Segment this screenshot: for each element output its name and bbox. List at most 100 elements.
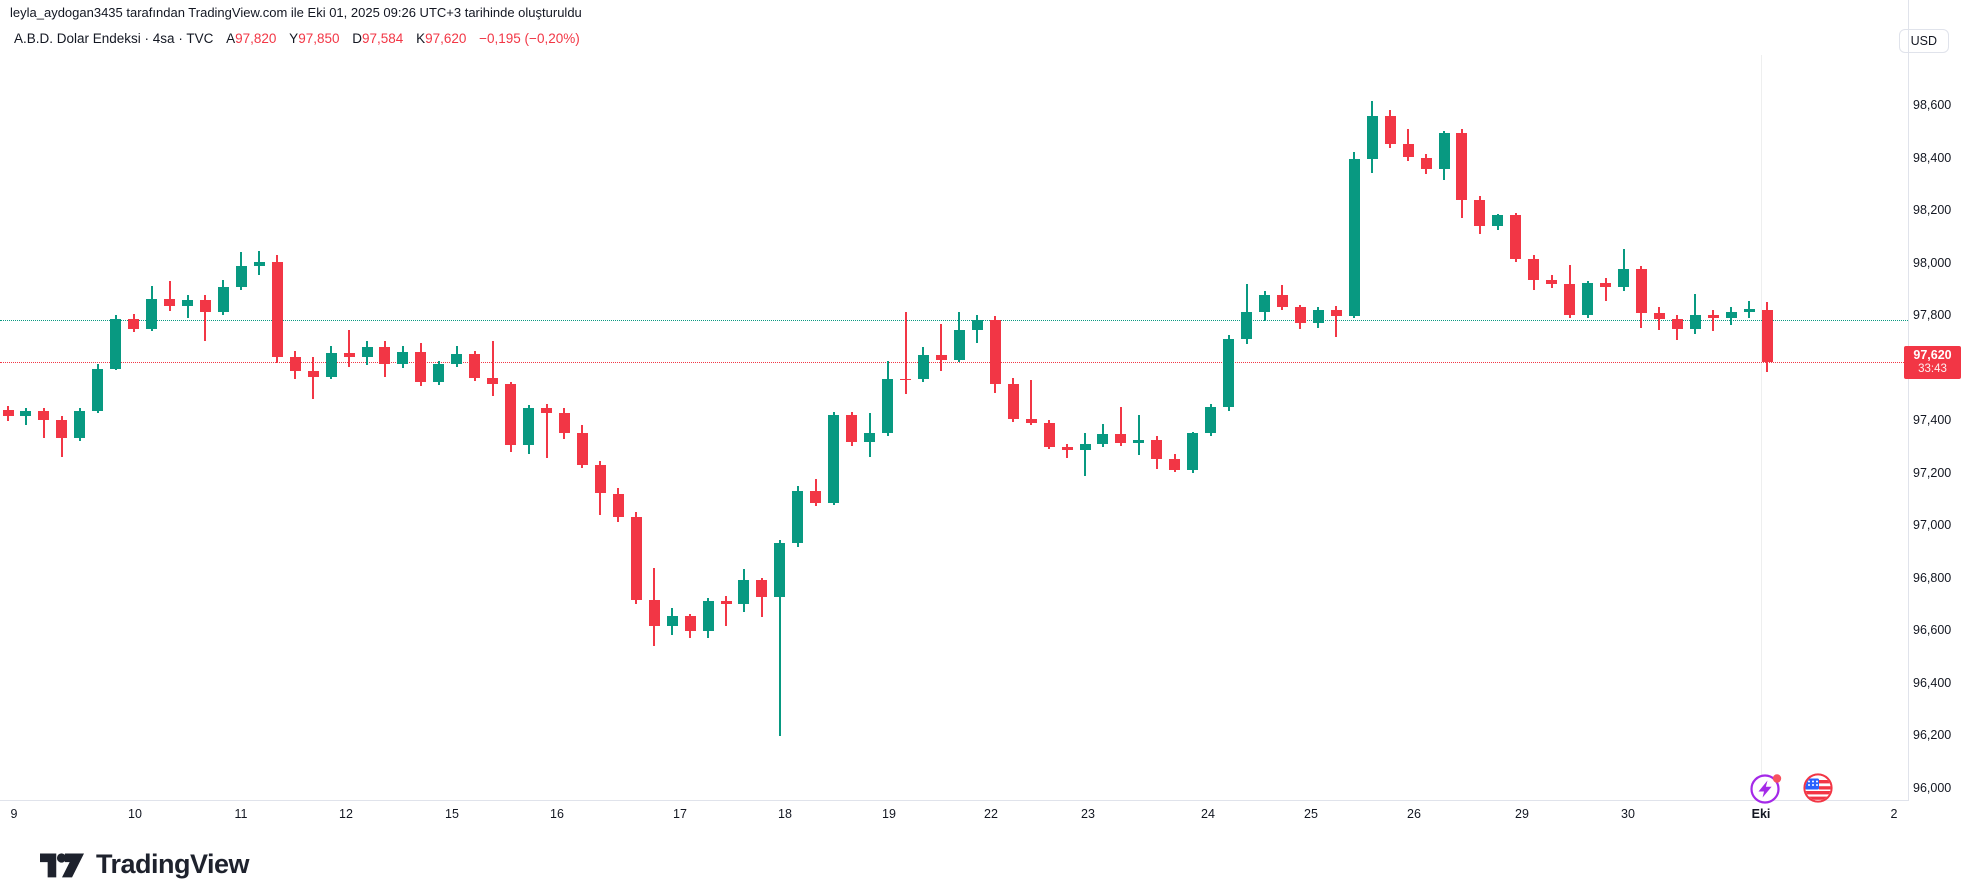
price-tick-label: 98,600	[1913, 98, 1952, 112]
ohlc-close-value: 97,620	[425, 31, 467, 46]
candle-body	[1115, 433, 1127, 444]
candle-body	[594, 465, 606, 494]
candle-body	[2, 409, 14, 417]
candle-body	[792, 490, 804, 544]
month-boundary-gridline	[1761, 55, 1762, 800]
candle-body	[1743, 308, 1755, 312]
tradingview-logo[interactable]: TradingView	[40, 845, 250, 883]
candle-body	[379, 346, 391, 364]
current-price-line	[0, 362, 1908, 364]
candle-wick	[1030, 379, 1033, 425]
candle-body	[325, 353, 337, 378]
candle-body	[900, 378, 911, 381]
candle-body	[523, 408, 535, 445]
candle-body	[20, 410, 32, 417]
candle-wick	[1119, 406, 1122, 446]
candle-body	[738, 580, 750, 604]
flash-idea-icon[interactable]	[1748, 770, 1784, 806]
candle-wick	[1137, 414, 1140, 455]
candle-body	[828, 414, 840, 503]
price-tick-label: 97,200	[1913, 465, 1952, 480]
price-tick-label: 98,400	[1913, 150, 1952, 165]
ohlc-high-label: Y	[289, 31, 299, 46]
candle-body	[433, 364, 445, 382]
candle-body	[1420, 157, 1432, 170]
candle-body	[128, 318, 140, 329]
price-tick-label: 96,000	[1913, 780, 1952, 795]
price-tick-label: 97,000	[1913, 518, 1952, 532]
candle-body	[164, 299, 176, 306]
candle-body	[451, 354, 463, 365]
candle-body	[1653, 312, 1665, 320]
candle-body	[343, 353, 355, 357]
candle-body	[1241, 312, 1253, 339]
candle-body	[1456, 132, 1468, 200]
attribution-text: leyla_aydogan3435 tarafından TradingView…	[10, 5, 582, 20]
candle-body	[253, 261, 265, 266]
candle-body	[1528, 259, 1540, 280]
candle-wick	[1066, 443, 1069, 459]
candle-body	[720, 601, 732, 604]
candle-body	[1510, 215, 1522, 260]
candle-wick	[42, 408, 45, 439]
candle-body	[935, 355, 947, 360]
candle-body	[1169, 458, 1181, 470]
tradingview-logo-text: TradingView	[96, 848, 250, 879]
candle-body	[505, 383, 517, 445]
time-tick-label: 18	[778, 807, 792, 821]
candle-body	[1259, 295, 1270, 313]
candle-body	[882, 378, 894, 434]
candle-body	[541, 408, 552, 413]
time-tick-label: 9	[10, 807, 18, 821]
candle-wick	[204, 294, 207, 342]
time-axis[interactable]: 9 10 11 12 15 16 17 18 19 22 23 24 25 26 29 30 Eki 2	[0, 801, 1908, 831]
candle-wick	[24, 408, 27, 426]
candle-body	[774, 543, 786, 598]
candle-body	[864, 433, 876, 443]
candle-wick	[1084, 432, 1086, 476]
candle-body	[1061, 447, 1073, 450]
candle-body	[38, 410, 50, 420]
candle-body	[953, 330, 965, 360]
candle-body	[1276, 295, 1288, 308]
time-tick-month-label: Eki	[1751, 807, 1771, 821]
ohlc-open-value: 97,820	[235, 31, 277, 46]
chart-plot-area[interactable]	[0, 0, 1909, 801]
ohlc-close-label: K	[416, 31, 426, 46]
candle-body	[1366, 115, 1378, 159]
candle-body	[702, 601, 714, 632]
price-axis[interactable]: 97,620 33:43 98,600 98,400 98,200 98,000 97,…	[1904, 0, 1963, 800]
currency-usd-button[interactable]: USD	[1898, 29, 1949, 53]
candle-body	[576, 433, 588, 466]
candle-body	[1474, 199, 1486, 226]
price-tick-label: 97,400	[1913, 413, 1952, 427]
candle-body	[1402, 143, 1414, 158]
candle-body	[1707, 315, 1719, 318]
candle-body	[469, 354, 481, 378]
candle-body	[1043, 422, 1055, 448]
time-tick-label: 16	[550, 807, 564, 821]
price-tick-label: 98,000	[1913, 255, 1952, 270]
candle-body	[182, 299, 193, 306]
symbol-legend[interactable]: A.B.D. Dolar Endeksi · 4sa · TVC A97,820…	[14, 31, 580, 46]
candle-wick	[1694, 294, 1697, 334]
candle-body	[271, 261, 283, 357]
candle-wick	[778, 540, 781, 737]
candle-body	[1600, 282, 1612, 288]
candle-body	[1635, 269, 1647, 313]
candle-wick	[348, 330, 351, 367]
candle-body	[1438, 132, 1450, 170]
candle-wick	[545, 404, 548, 459]
candle-wick	[1335, 305, 1338, 337]
price-tick-label: 98,200	[1913, 203, 1952, 217]
time-tick-label: 11	[234, 807, 248, 821]
candle-wick	[940, 324, 943, 371]
time-tick-label: 12	[339, 807, 353, 821]
candle-body	[1725, 311, 1737, 318]
symbol-title[interactable]: A.B.D. Dolar Endeksi · 4sa · TVC	[14, 31, 214, 46]
candle-body	[1618, 269, 1629, 288]
candle-body	[630, 516, 642, 600]
us-flag-icon[interactable]	[1800, 770, 1836, 806]
candle-body	[415, 351, 427, 382]
candle-body	[756, 580, 768, 598]
